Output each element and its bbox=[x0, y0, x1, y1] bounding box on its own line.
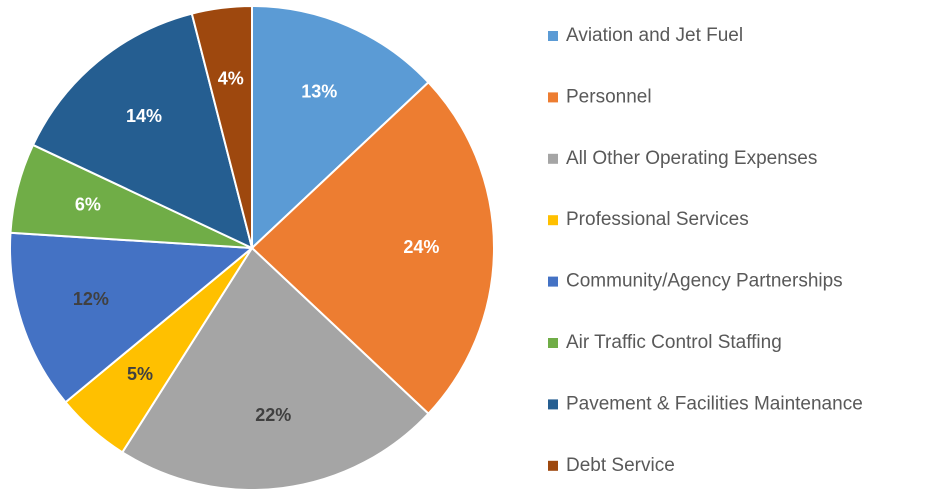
legend-label: Professional Services bbox=[566, 209, 749, 230]
legend-swatch bbox=[548, 153, 558, 164]
legend-label: Air Traffic Control Staffing bbox=[566, 332, 782, 353]
legend-label: All Other Operating Expenses bbox=[566, 148, 817, 169]
legend-label: Debt Service bbox=[566, 455, 675, 476]
legend-label: Pavement & Facilities Maintenance bbox=[566, 393, 863, 414]
pie-slice bbox=[250, 80, 495, 416]
data-label: 12% bbox=[73, 289, 109, 309]
legend-swatch bbox=[548, 215, 558, 226]
pie-slice bbox=[9, 231, 255, 404]
data-label: 14% bbox=[126, 106, 162, 126]
pie-slice bbox=[190, 4, 253, 249]
pie-slice bbox=[251, 4, 430, 251]
legend-swatch bbox=[548, 276, 558, 287]
legend-swatch bbox=[548, 399, 558, 410]
data-label: 4% bbox=[218, 69, 244, 89]
legend-swatch bbox=[548, 31, 558, 41]
legend-swatch bbox=[548, 338, 558, 348]
legend-swatch bbox=[548, 460, 558, 471]
data-label: 5% bbox=[127, 364, 153, 384]
data-label: 6% bbox=[75, 195, 101, 215]
legend-label: Aviation and Jet Fuel bbox=[566, 25, 743, 46]
pie-slice bbox=[31, 12, 254, 250]
pie-slice bbox=[120, 246, 430, 491]
legend-swatch bbox=[548, 92, 558, 103]
data-label: 22% bbox=[255, 405, 291, 425]
data-label: 13% bbox=[301, 81, 337, 101]
legend-label: Community/Agency Partnerships bbox=[566, 271, 843, 292]
data-label: 24% bbox=[403, 237, 439, 257]
legend-label: Personnel bbox=[566, 86, 652, 107]
